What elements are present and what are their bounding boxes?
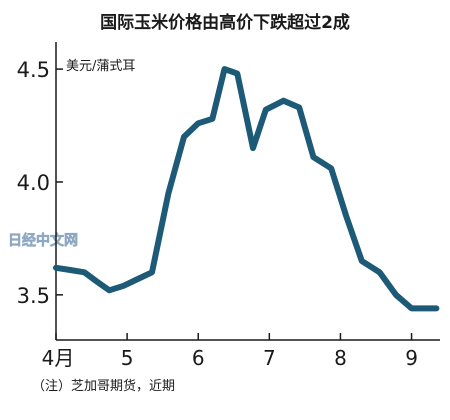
data-point (423, 307, 425, 309)
x-tick-label: 5 (121, 346, 134, 370)
data-point (312, 156, 314, 158)
data-point (151, 271, 153, 273)
data-point (96, 280, 98, 282)
chart-title: 国际玉米价格由高价下跌超过2成 (100, 12, 350, 33)
data-point (137, 278, 139, 280)
data-point (108, 289, 110, 291)
data-point (395, 294, 397, 296)
data-point (298, 106, 300, 108)
data-point (69, 269, 71, 271)
data-point (167, 192, 169, 194)
footnote: （注）芝加哥期货，近期 (32, 378, 175, 394)
data-point (345, 215, 347, 217)
axes (55, 42, 440, 341)
data-point (411, 307, 413, 309)
y-tick-label: 4.5 (17, 58, 50, 82)
x-tick-label: 4月 (42, 346, 75, 370)
y-tick-label: 3.5 (17, 284, 50, 308)
data-point (435, 307, 437, 309)
x-tick-label: 9 (405, 346, 418, 370)
data-point (379, 271, 381, 273)
watermark: 日经中文网 (8, 232, 78, 249)
data-point (123, 285, 125, 287)
unit-label: 美元/蒲式耳 (66, 59, 135, 74)
data-point (252, 147, 254, 149)
series-group (53, 66, 440, 312)
y-tick-label: 4.0 (17, 171, 50, 195)
data-point (361, 260, 363, 262)
x-tick-label: 7 (263, 346, 276, 370)
data-point (211, 118, 213, 120)
y-ticks: 3.5 4.0 4.5 (17, 58, 63, 308)
data-point (283, 100, 285, 102)
x-tick-label: 8 (334, 346, 347, 370)
data-point (197, 122, 199, 124)
x-tick-label: 6 (192, 346, 205, 370)
data-point (330, 167, 332, 169)
data-point (55, 267, 57, 269)
data-point (183, 136, 185, 138)
data-point (224, 68, 226, 70)
data-point (236, 73, 238, 75)
data-point (265, 109, 267, 111)
x-ticks: 4月 5 6 7 8 9 (42, 333, 418, 370)
data-point (83, 271, 85, 273)
